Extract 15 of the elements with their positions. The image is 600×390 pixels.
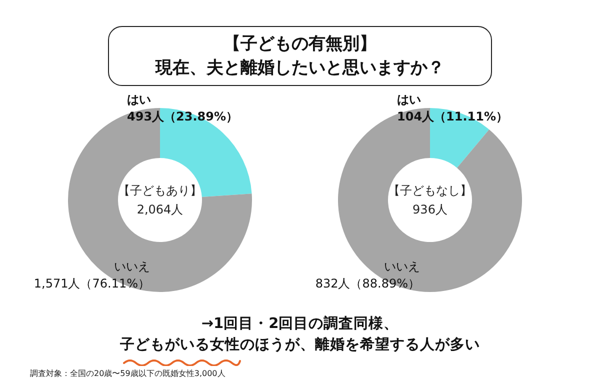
text: 子どもがいる女性のほうが、離婚を希望する人が多い (119, 336, 481, 355)
text: →1回目・2回目の調査同様、 (200, 314, 400, 334)
text: 【子どもあり】 (118, 184, 202, 198)
text: 調査対象：全国の20歳〜59歳以下の既婚女性3,000人 (30, 368, 226, 379)
text: 【子どもなし】 (388, 184, 472, 198)
text: 【子どもの有無別】 (224, 33, 376, 56)
slice-label: いいえ (114, 260, 150, 274)
text: 現在、夫と離婚したいと思いますか？ (156, 57, 444, 80)
data-label: 1,571人（76.11%） (34, 276, 150, 290)
slice-label: いいえ (384, 260, 420, 274)
slice-label: はい (397, 92, 421, 106)
text: 2,064人 (136, 202, 184, 216)
text: 936人 (412, 202, 448, 216)
data-label: 832人（88.89%） (315, 276, 420, 290)
slice-label: はい (127, 92, 151, 106)
